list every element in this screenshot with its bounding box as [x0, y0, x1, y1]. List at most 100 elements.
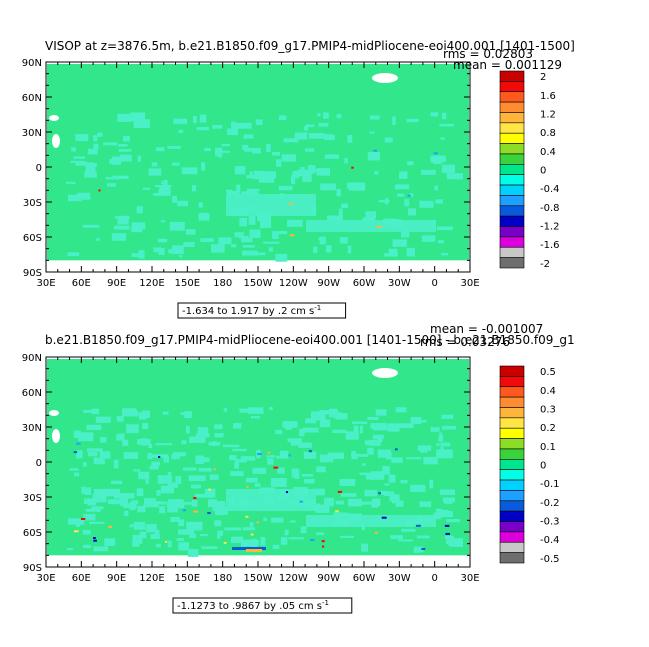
value-patch — [67, 252, 80, 256]
value-patch — [249, 522, 254, 527]
value-speck — [80, 517, 86, 520]
value-patch — [181, 440, 187, 445]
value-patch — [163, 455, 169, 463]
x-tick-label: 90W — [317, 278, 340, 289]
colorbar-label: -1.2 — [540, 221, 560, 232]
value-speck — [394, 448, 398, 451]
value-patch — [78, 432, 94, 442]
value-patch — [184, 411, 192, 419]
x-tick-label: 120W — [279, 573, 308, 584]
value-patch — [398, 539, 413, 542]
value-speck — [223, 541, 227, 544]
value-patch — [161, 181, 166, 185]
value-patch — [87, 148, 98, 155]
value-patch — [390, 535, 403, 540]
value-patch — [86, 424, 102, 430]
value-patch — [369, 131, 375, 134]
value-patch — [259, 220, 272, 229]
value-patch — [221, 143, 230, 147]
value-patch — [353, 425, 359, 434]
value-patch — [391, 457, 403, 463]
value-patch — [315, 532, 325, 536]
value-patch — [170, 517, 180, 522]
value-patch — [105, 176, 120, 180]
colorbar-swatch — [499, 417, 525, 429]
colorbar-swatch — [499, 174, 525, 186]
value-patch — [208, 499, 218, 508]
value-patch — [279, 450, 289, 459]
value-patch — [217, 534, 221, 539]
value-patch — [215, 147, 223, 157]
value-speck — [376, 225, 382, 228]
value-patch — [178, 129, 184, 133]
value-patch — [157, 475, 173, 484]
value-speck — [164, 540, 168, 543]
x-tick-label: 30E — [36, 573, 55, 584]
value-speck — [322, 545, 325, 548]
value-patch — [120, 492, 135, 499]
value-patch — [156, 490, 161, 496]
value-patch — [336, 412, 348, 420]
value-patch — [436, 509, 449, 514]
value-speck — [444, 524, 450, 527]
value-patch — [211, 124, 223, 129]
value-patch — [177, 200, 188, 207]
value-patch — [236, 459, 247, 463]
value-patch — [234, 461, 240, 469]
value-patch — [214, 520, 222, 527]
value-patch — [239, 217, 248, 227]
value-patch — [291, 468, 299, 478]
value-patch — [117, 113, 131, 122]
colorbar-label: 0.8 — [540, 128, 556, 139]
value-patch — [254, 483, 261, 487]
value-speck — [73, 530, 79, 533]
land-mask — [49, 115, 59, 121]
value-patch — [298, 442, 312, 448]
value-speck — [378, 492, 381, 495]
y-tick-label: 30S — [23, 493, 42, 504]
value-patch — [444, 535, 455, 540]
value-patch — [332, 429, 347, 434]
colorbar: 0.5 0.4 0.3 0.2 0.1 0 -0.1 -0.2 -0.3 -0.4 -0.5 — [499, 365, 560, 565]
value-patch — [85, 162, 94, 172]
value-patch — [95, 416, 111, 423]
top-panel: 30E 60E 90E 120E 150E 180 150W 120W 90W 60W 30W 0 30… — [22, 39, 575, 319]
value-speck — [158, 455, 161, 458]
value-patch — [313, 246, 318, 254]
value-patch — [384, 137, 393, 143]
colorbar-swatch — [499, 479, 525, 491]
value-patch — [407, 161, 414, 166]
value-patch — [278, 115, 287, 120]
value-patch — [87, 503, 96, 506]
value-patch — [276, 467, 285, 474]
value-patch — [131, 222, 146, 230]
value-patch — [249, 252, 266, 256]
value-patch — [438, 511, 454, 518]
value-patch — [159, 506, 166, 514]
value-patch — [189, 436, 206, 443]
value-patch — [439, 432, 443, 437]
value-patch — [317, 113, 321, 117]
y-tick-label: 60S — [23, 233, 42, 244]
colorbar-swatch — [499, 500, 525, 512]
value-patch — [230, 243, 237, 248]
y-tick-label: 90N — [22, 353, 42, 364]
value-patch — [194, 493, 208, 498]
value-patch — [373, 424, 388, 431]
value-patch — [91, 506, 104, 510]
value-patch — [67, 194, 82, 202]
value-patch — [261, 171, 277, 179]
value-patch — [439, 489, 456, 496]
value-patch — [168, 249, 172, 254]
value-patch — [437, 240, 444, 244]
value-patch — [138, 250, 145, 259]
value-patch — [71, 147, 76, 152]
value-patch — [319, 454, 334, 463]
value-patch — [99, 451, 111, 459]
value-speck — [335, 510, 339, 513]
value-patch — [364, 440, 371, 446]
range-frame — [172, 597, 353, 614]
value-patch — [336, 188, 341, 197]
value-patch — [240, 456, 256, 461]
